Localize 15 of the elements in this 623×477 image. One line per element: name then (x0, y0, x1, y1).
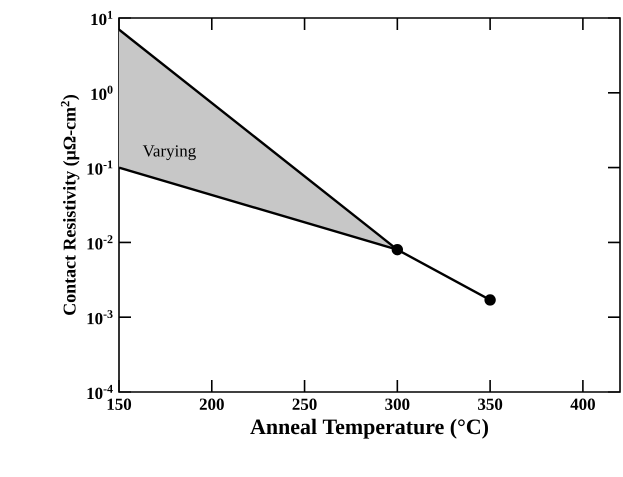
y-tick-label: 10$^{-2}$ (88, 235, 112, 250)
x-axis-title: Anneal Temperature (°C) (250, 418, 488, 439)
y-tick-label: 10$^{-3}$ (88, 310, 113, 324)
x-tick-label: 300 (385, 398, 410, 410)
x-tick-label: 150 (108, 398, 132, 410)
y-tick-label: 10$^{0}$ (91, 86, 113, 100)
x-tick-label: 200 (200, 398, 224, 410)
y-tick-label: 10$^{-4}$ (88, 384, 113, 400)
y-tick-label: 10$^{1}$ (91, 10, 112, 26)
x-tick-label: 350 (478, 398, 502, 410)
x-tick-label: 400 (570, 398, 595, 410)
x-tick-label: 250 (292, 398, 317, 410)
y-axis-title: Contact Resistivity (μΩ-cm$^{2}$) (60, 95, 80, 315)
y-tick-label: 10$^{-1}$ (88, 160, 112, 175)
annotation: Varying (142, 145, 196, 160)
